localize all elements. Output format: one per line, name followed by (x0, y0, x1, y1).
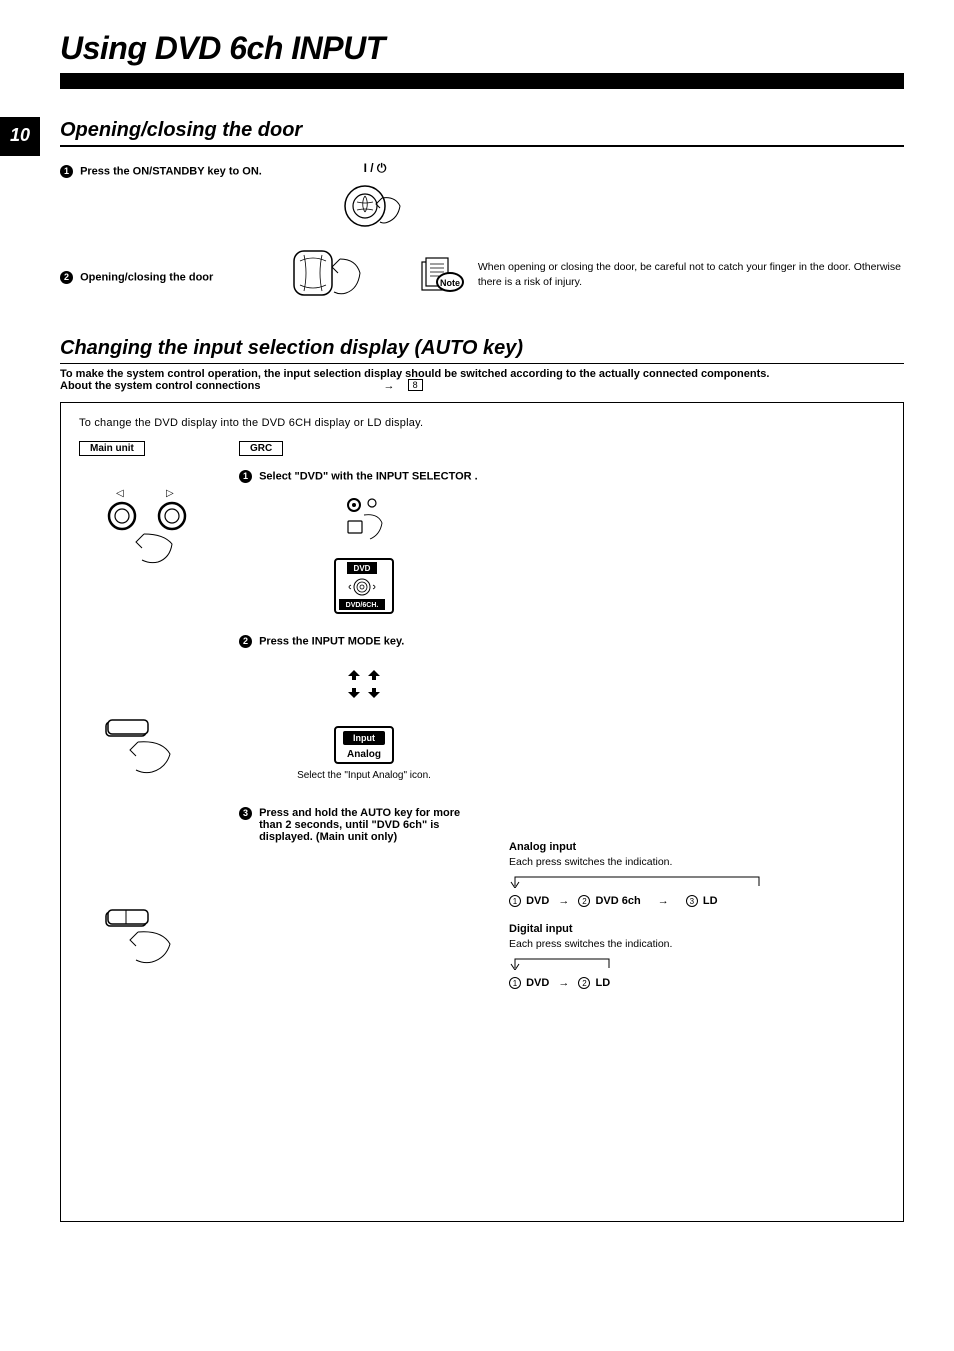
digital-loop-icon (509, 956, 619, 970)
digital-item-1: DVD (526, 977, 549, 989)
mid-step1: 1 Select "DVD" with the INPUT SELECTOR . (239, 470, 489, 615)
seq-num-1: 1 (509, 895, 521, 907)
note-block: Note When opening or closing the door, b… (420, 256, 904, 294)
section1-rule (60, 145, 904, 147)
section2-intro: To make the system control operation, th… (60, 368, 904, 380)
analog-item-1: DVD (526, 895, 549, 907)
main-unit-box: Main unit (79, 441, 145, 456)
dvd-badge-bottom-text: DVD/6CH. (346, 602, 379, 609)
digital-sequence: 1 DVD → 2 LD (509, 977, 885, 989)
note-text: When opening or closing the door, be car… (478, 260, 904, 289)
mid-step1-label: Select "DVD" with the INPUT SELECTOR . (259, 470, 478, 482)
seq-num-3: 3 (686, 895, 698, 907)
step2-bullet: 2 (60, 271, 73, 284)
analog-title: Analog input (509, 841, 885, 853)
analog-input-block: Analog input Each press switches the ind… (509, 841, 885, 907)
power-button-illustration: I / ⏻ (340, 161, 410, 233)
section2-about-row: About the system control connections → 8 (60, 380, 904, 392)
analog-desc: Each press switches the indication. (509, 856, 885, 868)
digital-desc: Each press switches the indication. (509, 938, 885, 950)
analog-item-3: LD (703, 895, 718, 907)
svg-text:▷: ▷ (166, 488, 174, 499)
arrow-icon: → (558, 977, 569, 989)
section2-rule (60, 363, 904, 364)
step1-text: 1 Press the ON/STANDBY key to ON. (60, 161, 340, 178)
section-changing-input: Changing the input selection display (AU… (60, 337, 904, 1222)
seq-num-2: 2 (578, 895, 590, 907)
power-symbol-label: I / ⏻ (364, 161, 387, 176)
analog-item-2: DVD 6ch (595, 895, 640, 907)
input-badge-bottom-text: Analog (347, 749, 381, 760)
col-right: Analog input Each press switches the ind… (509, 441, 885, 1005)
panel-intro: To change the DVD display into the DVD 6… (79, 417, 885, 429)
press-panel-icon (290, 245, 370, 305)
col-grc: GRC 1 Select "DVD" with the INPUT SELECT… (239, 441, 489, 1005)
mid-step2: 2 Press the INPUT MODE key. (239, 635, 489, 781)
page-layout: 10 Opening/closing the door 1 Press the … (0, 119, 904, 1222)
press-button-icon (340, 178, 410, 233)
dvd-badge-top-text: DVD (354, 564, 371, 573)
note-badge-text: Note (440, 278, 460, 288)
mid-step3-label: Press and hold the AUTO key for more tha… (259, 807, 479, 843)
step2-text: 2 Opening/closing the door (60, 267, 290, 284)
page-content: Opening/closing the door 1 Press the ON/… (40, 119, 904, 1222)
digital-input-block: Digital input Each press switches the in… (509, 923, 885, 989)
dvd-6ch-badge: DVD DVD/6CH. (239, 557, 489, 615)
step2-caption: Select the "Input Analog" icon. (239, 770, 489, 781)
title-black-bar (60, 73, 904, 89)
four-arrows-icon (239, 666, 489, 702)
arrow-icon: → (658, 895, 669, 907)
mid-step1-bullet: 1 (239, 470, 252, 483)
svg-text:◁: ◁ (116, 488, 124, 499)
arrow-to-icon: → (384, 380, 395, 392)
door-press-illustration (290, 245, 370, 305)
analog-loop-icon (509, 874, 769, 888)
step-row-1: 1 Press the ON/STANDBY key to ON. I / ⏻ (60, 161, 904, 233)
input-mode-key-illustration (79, 716, 219, 776)
section2-heading: Changing the input selection display (AU… (60, 337, 904, 360)
analog-sequence: 1 DVD → 2 DVD 6ch → 3 LD (509, 895, 885, 907)
step1-bullet: 1 (60, 165, 73, 178)
section2-about: About the system control connections (60, 380, 260, 392)
seq-num-1: 1 (509, 977, 521, 989)
input-analog-badge: Input Analog (239, 724, 489, 766)
grc-selector-illustration (239, 493, 489, 543)
seq-num-2: 2 (578, 977, 590, 989)
mid-step3-bullet: 3 (239, 807, 252, 820)
note-icon: Note (420, 256, 464, 294)
input-selector-illustration: ◁ ▷ (79, 486, 219, 566)
main-title: Using DVD 6ch INPUT (60, 30, 904, 69)
step-row-2: 2 Opening/closing the door (60, 245, 904, 305)
section-opening-closing: Opening/closing the door 1 Press the ON/… (60, 119, 904, 305)
mid-step2-label: Press the INPUT MODE key. (259, 635, 404, 647)
digital-title: Digital input (509, 923, 885, 935)
digital-item-2: LD (595, 977, 610, 989)
arrow-icon: → (558, 895, 569, 907)
grc-box: GRC (239, 441, 283, 456)
section1-heading: Opening/closing the door (60, 119, 904, 142)
mid-step3: 3 Press and hold the AUTO key for more t… (239, 807, 489, 843)
panel-columns: Main unit ◁ ▷ (79, 441, 885, 1005)
col-main-unit: Main unit ◁ ▷ (79, 441, 219, 1005)
mid-step2-bullet: 2 (239, 635, 252, 648)
page-number-tab: 10 (0, 117, 40, 156)
title-block: Using DVD 6ch INPUT (0, 30, 904, 69)
input-badge-top-text: Input (353, 733, 375, 743)
auto-key-illustration (79, 906, 219, 966)
step2-label: Opening/closing the door (80, 271, 213, 283)
instruction-panel: To change the DVD display into the DVD 6… (60, 402, 904, 1222)
step1-label: Press the ON/STANDBY key to ON. (80, 165, 262, 177)
page-ref-box: 8 (408, 379, 423, 391)
